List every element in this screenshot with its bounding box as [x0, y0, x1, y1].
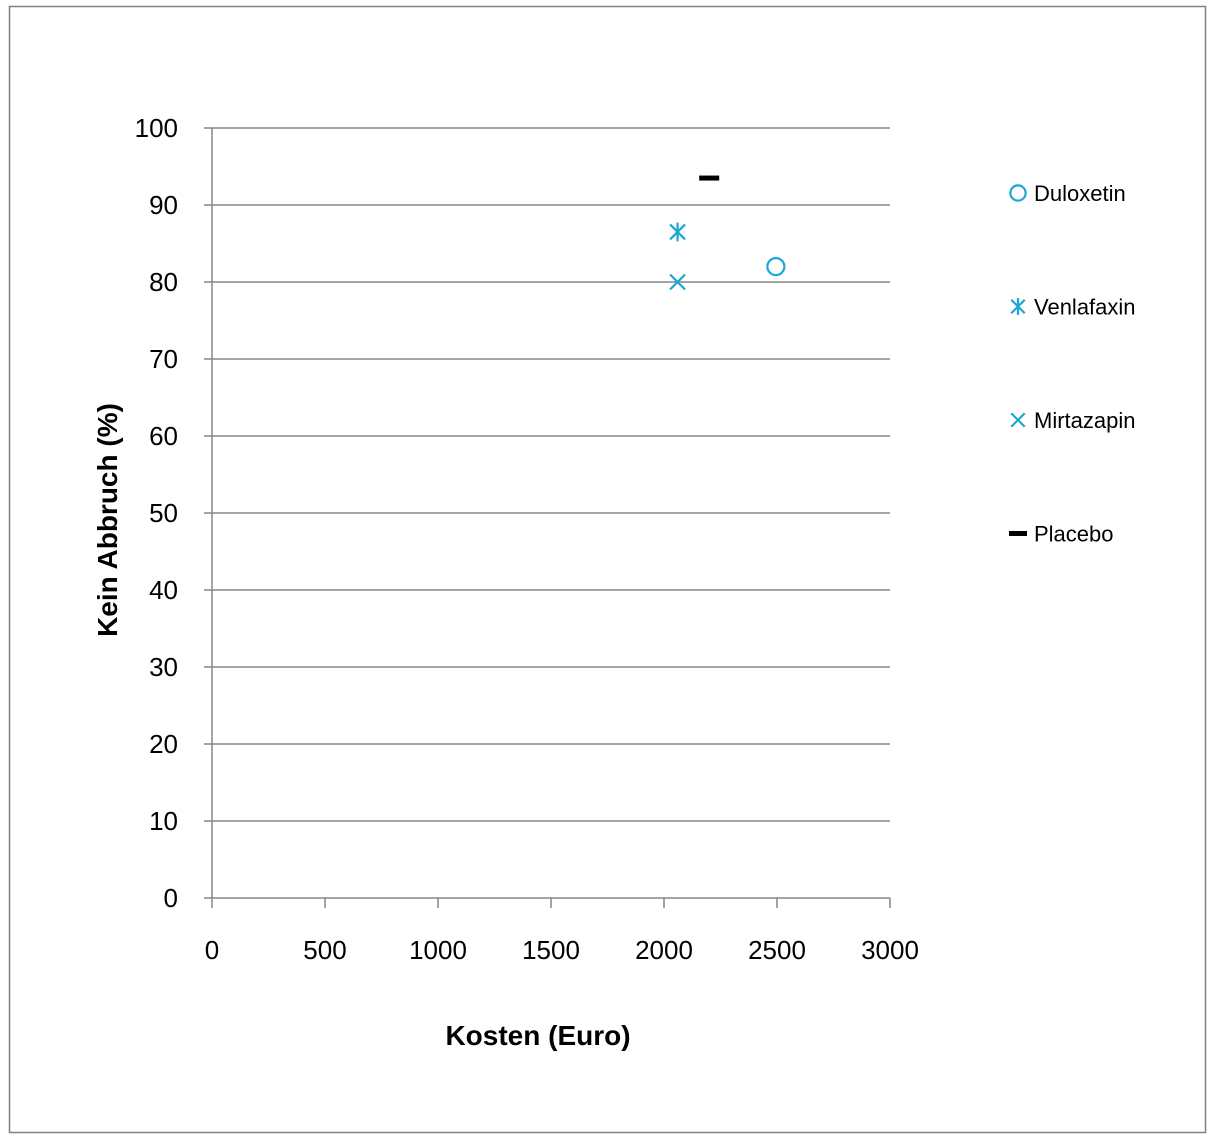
data-points	[669, 175, 786, 291]
x-tick-label: 1500	[522, 935, 580, 965]
axes	[204, 127, 891, 908]
legend-label: Duloxetin	[1034, 181, 1126, 206]
gridlines	[212, 127, 890, 822]
data-point-mirtazapin	[669, 273, 686, 291]
legend-marker-asterisk	[1010, 298, 1026, 315]
legend-label: Placebo	[1034, 522, 1114, 547]
y-tick-label: 90	[149, 190, 178, 220]
x-tick-label: 1000	[409, 935, 467, 965]
y-tick-label: 30	[149, 652, 178, 682]
y-tick-label: 40	[149, 575, 178, 605]
legend: Duloxetin Venlafaxin Mirtazapin Placebo	[1009, 181, 1136, 547]
x-axis-title: Kosten (Euro)	[445, 1020, 630, 1051]
y-axis-title: Kein Abbruch (%)	[92, 403, 123, 637]
legend-marker-dash	[1009, 531, 1027, 536]
y-tick-label: 50	[149, 498, 178, 528]
x-tick-labels: 0 500 1000 1500 2000 2500 3000	[205, 935, 919, 965]
y-tick-label: 70	[149, 344, 178, 374]
x-tick-label: 2500	[748, 935, 806, 965]
data-point-placebo	[699, 175, 720, 181]
y-tick-labels: 0 10 20 30 40 50 60 70 80 90 100	[135, 113, 178, 913]
legend-item-mirtazapin: Mirtazapin	[1010, 408, 1135, 433]
x-tick-label: 0	[205, 935, 219, 965]
y-tick-label: 100	[135, 113, 178, 143]
legend-marker-circle	[1009, 184, 1027, 202]
y-tick-label: 10	[149, 806, 178, 836]
legend-item-placebo: Placebo	[1009, 522, 1114, 547]
legend-label: Mirtazapin	[1034, 408, 1135, 433]
x-tick-label: 500	[303, 935, 346, 965]
chart-border	[8, 5, 1207, 1134]
y-tick-label: 60	[149, 421, 178, 451]
data-point-venlafaxin	[669, 222, 686, 242]
legend-item-venlafaxin: Venlafaxin	[1010, 295, 1136, 320]
x-tick-label: 3000	[861, 935, 919, 965]
legend-item-duloxetin: Duloxetin	[1009, 181, 1126, 206]
y-tick-label: 0	[164, 883, 178, 913]
data-point-duloxetin	[766, 257, 786, 277]
y-tick-label: 20	[149, 729, 178, 759]
x-tick-label: 2000	[635, 935, 693, 965]
legend-label: Venlafaxin	[1034, 295, 1136, 320]
legend-marker-cross	[1010, 412, 1026, 428]
y-tick-label: 80	[149, 267, 178, 297]
